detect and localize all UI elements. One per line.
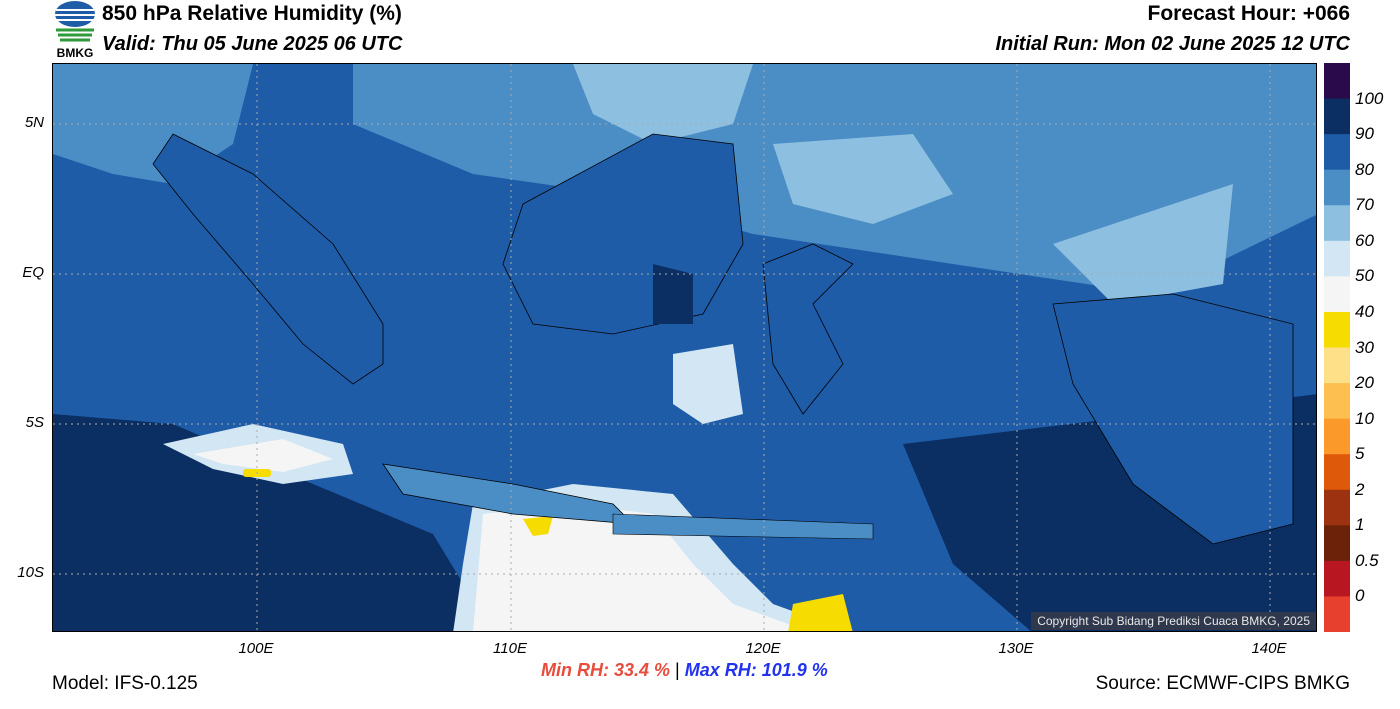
lat-label-5n: 5N (24, 114, 44, 131)
humidity-field (53, 64, 1316, 631)
copyright-notice: Copyright Sub Bidang Prediksi Cuaca BMKG… (1031, 612, 1316, 630)
stats-separator: | (675, 660, 680, 680)
logo-text: BMKG (57, 46, 94, 60)
colorbar-swatch (1324, 63, 1350, 100)
colorbar-label: 0.5 (1355, 550, 1379, 570)
colorbar-label: 2 (1355, 479, 1365, 499)
map-title: 850 hPa Relative Humidity (%) (102, 2, 402, 25)
colorbar-swatch (1324, 454, 1350, 491)
colorbar-swatch (1324, 169, 1350, 206)
lat-label-eq: EQ (22, 264, 44, 281)
lat-label-10s: 10S (17, 564, 44, 581)
initial-run: Initial Run: Mon 02 June 2025 12 UTC (995, 33, 1350, 55)
colorbar-swatch (1324, 311, 1350, 348)
lon-label-140e: 140E (1251, 640, 1287, 657)
humidity-map (52, 63, 1317, 632)
colorbar-label: 90 (1355, 124, 1374, 144)
colorbar-label: 70 (1355, 195, 1374, 215)
forecast-hour: Forecast Hour: +066 (1147, 2, 1351, 25)
colorbar-label: 20 (1355, 373, 1374, 393)
lon-label-100e: 100E (238, 640, 274, 657)
bmkg-logo: BMKG (50, 0, 100, 62)
colorbar-label: 40 (1355, 301, 1374, 321)
source-label: Source: ECMWF-CIPS BMKG (1095, 673, 1350, 694)
lon-label-110e: 110E (493, 640, 527, 657)
colorbar-label: 10 (1355, 408, 1374, 428)
colorbar-swatch (1324, 596, 1350, 633)
colorbar-label: 80 (1355, 159, 1374, 179)
colorbar-swatch (1324, 205, 1350, 242)
valid-time: Valid: Thu 05 June 2025 06 UTC (102, 33, 403, 55)
colorbar-label: 5 (1355, 444, 1365, 464)
lon-label-120e: 120E (745, 640, 781, 657)
model-label: Model: IFS-0.125 (52, 673, 198, 694)
colorbar-label: 60 (1355, 230, 1374, 250)
colorbar-swatch (1324, 489, 1350, 526)
colorbar-label: 30 (1355, 337, 1374, 357)
min-rh: Min RH: 33.4 % (541, 660, 671, 680)
colorbar-label: 1 (1355, 515, 1365, 535)
colorbar-swatch (1324, 383, 1350, 420)
colorbar (1324, 63, 1350, 633)
colorbar-swatch (1324, 347, 1350, 384)
lon-label-130e: 130E (998, 640, 1034, 657)
colorbar-swatch (1324, 418, 1350, 455)
max-rh: Max RH: 101.9 % (684, 660, 828, 680)
rh-stats: Min RH: 33.4 % | Max RH: 101.9 % (541, 660, 828, 681)
colorbar-swatch (1324, 240, 1350, 277)
colorbar-label: 0 (1355, 586, 1365, 606)
colorbar-swatch (1324, 276, 1350, 313)
colorbar-label: 100 (1355, 88, 1384, 108)
colorbar-label: 50 (1355, 266, 1374, 286)
colorbar-swatch (1324, 560, 1350, 597)
colorbar-swatch (1324, 134, 1350, 171)
colorbar-swatch (1324, 98, 1350, 135)
colorbar-swatch (1324, 525, 1350, 562)
lat-label-5s: 5S (25, 414, 44, 431)
